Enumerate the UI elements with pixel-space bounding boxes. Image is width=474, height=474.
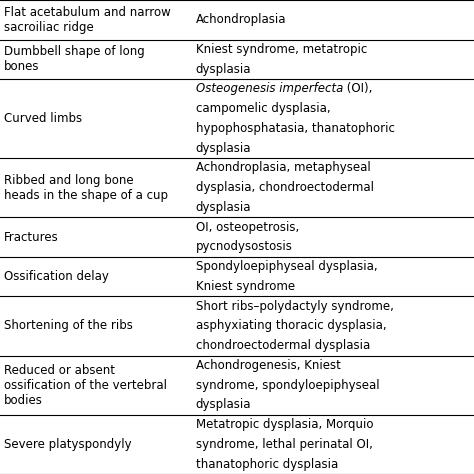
Text: dysplasia, chondroectodermal: dysplasia, chondroectodermal bbox=[196, 181, 374, 194]
Text: Shortening of the ribs: Shortening of the ribs bbox=[4, 319, 133, 332]
Text: campomelic dysplasia,: campomelic dysplasia, bbox=[196, 102, 330, 115]
Text: dysplasia: dysplasia bbox=[196, 398, 251, 411]
Text: syndrome, spondyloepiphyseal: syndrome, spondyloepiphyseal bbox=[196, 379, 379, 392]
Text: chondroectodermal dysplasia: chondroectodermal dysplasia bbox=[196, 339, 370, 352]
Text: Metatropic dysplasia, Morquio: Metatropic dysplasia, Morquio bbox=[196, 418, 373, 431]
Text: Achondroplasia: Achondroplasia bbox=[196, 13, 286, 26]
Text: Spondyloepiphyseal dysplasia,: Spondyloepiphyseal dysplasia, bbox=[196, 260, 377, 273]
Text: dysplasia: dysplasia bbox=[196, 63, 251, 76]
Text: Osteogenesis imperfecta: Osteogenesis imperfecta bbox=[196, 82, 343, 95]
Text: Short ribs–polydactyly syndrome,: Short ribs–polydactyly syndrome, bbox=[196, 300, 393, 313]
Text: Ribbed and long bone
heads in the shape of a cup: Ribbed and long bone heads in the shape … bbox=[4, 173, 168, 201]
Text: Ossification delay: Ossification delay bbox=[4, 270, 109, 283]
Text: asphyxiating thoracic dysplasia,: asphyxiating thoracic dysplasia, bbox=[196, 319, 386, 332]
Text: hypophosphatasia, thanatophoric: hypophosphatasia, thanatophoric bbox=[196, 122, 395, 135]
Text: Curved limbs: Curved limbs bbox=[4, 112, 82, 125]
Text: Reduced or absent
ossification of the vertebral
bodies: Reduced or absent ossification of the ve… bbox=[4, 364, 167, 407]
Text: dysplasia: dysplasia bbox=[196, 201, 251, 214]
Text: pycnodysostosis: pycnodysostosis bbox=[196, 240, 292, 254]
Text: Kniest syndrome, metatropic: Kniest syndrome, metatropic bbox=[196, 43, 367, 56]
Text: OI, osteopetrosis,: OI, osteopetrosis, bbox=[196, 220, 299, 234]
Text: Kniest syndrome: Kniest syndrome bbox=[196, 280, 295, 293]
Text: Dumbbell shape of long
bones: Dumbbell shape of long bones bbox=[4, 45, 145, 73]
Text: Achondroplasia, metaphyseal: Achondroplasia, metaphyseal bbox=[196, 161, 371, 174]
Text: dysplasia: dysplasia bbox=[196, 142, 251, 155]
Text: thanatophoric dysplasia: thanatophoric dysplasia bbox=[196, 457, 338, 471]
Text: (OI),: (OI), bbox=[343, 82, 373, 95]
Text: Severe platyspondyly: Severe platyspondyly bbox=[4, 438, 131, 451]
Text: Achondrogenesis, Kniest: Achondrogenesis, Kniest bbox=[196, 359, 341, 372]
Text: Fractures: Fractures bbox=[4, 230, 59, 244]
Text: syndrome, lethal perinatal OI,: syndrome, lethal perinatal OI, bbox=[196, 438, 373, 451]
Text: Flat acetabulum and narrow
sacroiliac ridge: Flat acetabulum and narrow sacroiliac ri… bbox=[4, 6, 171, 34]
